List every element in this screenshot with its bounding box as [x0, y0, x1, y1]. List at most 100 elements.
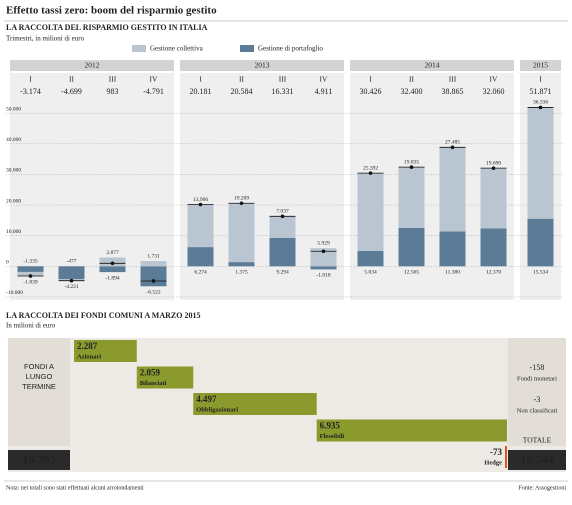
total-dot — [151, 279, 156, 283]
bar-segment — [480, 168, 507, 229]
bar-segment — [269, 216, 296, 238]
total-label: 51.871 — [530, 87, 552, 96]
total-dot — [280, 214, 285, 219]
waterfall-label: Hedge — [484, 459, 502, 466]
total-dot — [450, 145, 455, 150]
x-tick-label: II — [409, 75, 414, 84]
value-label: 1.731 — [147, 253, 160, 259]
waterfall-label: Obbligazionari — [196, 406, 238, 413]
source: Fonte: Assogestioni — [518, 485, 566, 491]
bar-segment — [357, 250, 384, 267]
waterfall-bar — [193, 393, 317, 415]
value-label: 11.380 — [445, 270, 460, 276]
total-label: TOTALE — [523, 436, 552, 445]
start-box — [8, 450, 70, 470]
value-label: 5.034 — [364, 270, 377, 276]
waterfall-bar — [316, 419, 508, 442]
waterfall-value: 6.935 — [320, 421, 341, 431]
waterfall-bar — [505, 446, 508, 468]
other-label: Fondi monetari — [517, 375, 557, 382]
x-tick-label: III — [279, 75, 287, 84]
bar-segment — [228, 203, 255, 263]
x-tick-label: IV — [150, 75, 158, 84]
start-panel — [8, 338, 70, 446]
bar-segment — [527, 218, 554, 267]
total-dot — [368, 171, 373, 175]
total-dot — [198, 202, 203, 207]
note: Nota: nei totali sono stati effettuati a… — [6, 484, 144, 491]
bar-segment — [480, 228, 507, 267]
start-label: FONDI A LUNGO TERMINE — [22, 362, 56, 391]
total-label: 32.400 — [401, 87, 423, 96]
y-tick-label: 20.000 — [6, 198, 21, 204]
value-label: -6.522 — [146, 290, 160, 296]
total-dot — [409, 165, 414, 169]
waterfall-label: Azionari — [77, 353, 101, 360]
bar-segment — [357, 173, 384, 251]
bar-segment — [58, 266, 85, 280]
total-dot — [28, 274, 33, 278]
total-label: 16.331 — [272, 87, 294, 96]
y-tick-label: -10.000 — [6, 290, 23, 296]
bar-segment — [527, 107, 554, 219]
value-label: 12.370 — [486, 270, 501, 276]
x-tick-label: I — [199, 75, 202, 84]
bar-segment — [17, 266, 44, 272]
value-label: 2.877 — [106, 250, 119, 256]
bar-segment — [17, 271, 44, 277]
value-label: 27.485 — [445, 140, 460, 146]
value-label: -4.221 — [64, 284, 78, 290]
total-label: 20.181 — [190, 87, 212, 96]
bar-segment — [187, 247, 214, 267]
x-tick-label: III — [449, 75, 457, 84]
total-dot — [538, 105, 543, 110]
other-value: -158 — [530, 363, 545, 372]
value-label: 6.274 — [194, 270, 207, 276]
bar-segment — [269, 237, 296, 267]
year-label: 2012 — [85, 61, 100, 70]
y-tick-label: 30.000 — [6, 168, 21, 174]
section-title: LA RACCOLTA DEI FONDI COMUNI A MARZO 201… — [6, 311, 200, 320]
bar-segment — [99, 266, 126, 273]
value-label: 36.336 — [533, 100, 548, 106]
total-dot — [321, 249, 326, 254]
legend-label: Gestione di portafoglio — [258, 45, 323, 53]
y-tick-label: 50.000 — [6, 106, 21, 112]
value-label: -477 — [66, 259, 76, 265]
total-dot — [491, 166, 496, 170]
x-tick-label: I — [369, 75, 372, 84]
value-label: -1.018 — [316, 273, 330, 279]
bar-segment — [439, 231, 466, 267]
total-label: 38.865 — [442, 87, 464, 96]
bar-segment — [398, 167, 425, 228]
value-label: -1.894 — [105, 275, 119, 281]
year-band — [180, 60, 344, 71]
value-label: 1.375 — [235, 270, 248, 276]
value-label: 15.534 — [533, 270, 548, 276]
waterfall-label: Bilanciati — [140, 380, 167, 387]
other-value: -3 — [534, 395, 541, 404]
bar-segment — [310, 266, 337, 270]
waterfall-value: -73 — [490, 447, 502, 457]
value-label: 12.565 — [404, 270, 419, 276]
section-subtitle: In milioni di euro — [6, 322, 56, 330]
total-dot — [69, 278, 74, 283]
total-label: 20.584 — [231, 87, 253, 96]
legend-swatch — [132, 45, 146, 52]
value-label: -1.335 — [23, 259, 37, 265]
bar-segment — [439, 147, 466, 232]
total-label: -4.699 — [61, 87, 82, 96]
start-value: 15.705 — [23, 452, 56, 466]
bar-segment — [398, 227, 425, 267]
total-label: 4.911 — [315, 87, 333, 96]
year-label: 2013 — [255, 61, 270, 70]
year-band — [520, 60, 561, 71]
end-panel — [508, 338, 566, 446]
value-label: 13.906 — [193, 197, 208, 203]
value-label: 7.037 — [276, 209, 289, 215]
year-label: 2015 — [533, 61, 548, 70]
x-tick-label: IV — [490, 75, 498, 84]
year-label: 2014 — [425, 61, 440, 70]
page-title: Effetto tassi zero: boom del risparmio g… — [6, 5, 217, 17]
